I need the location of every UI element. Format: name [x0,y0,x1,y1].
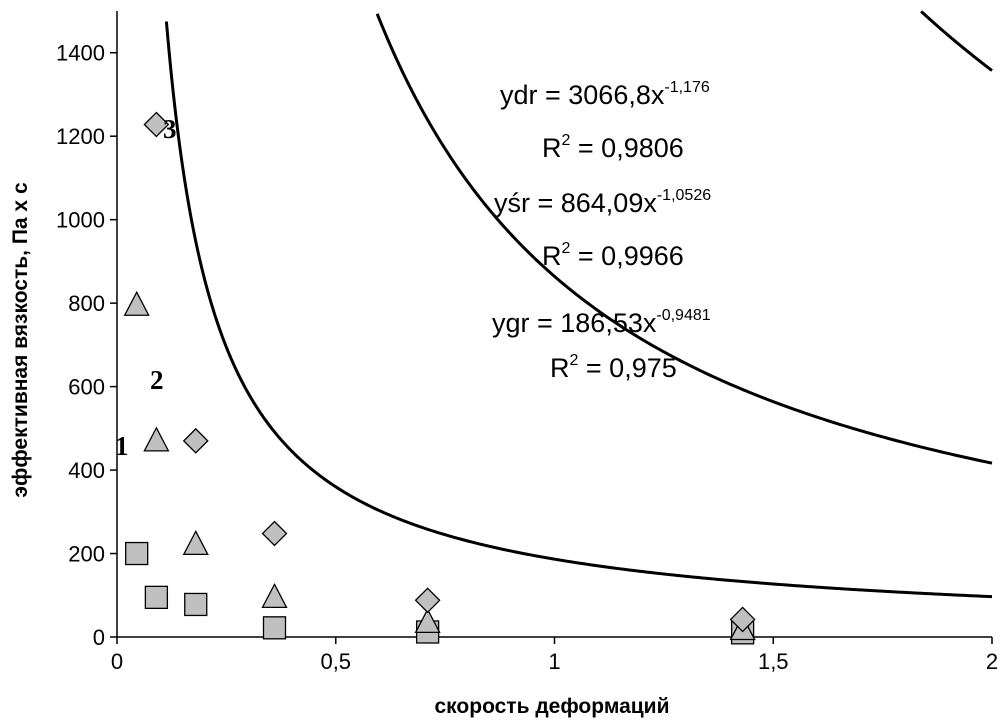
equation-ydr-exponent: -1,176 [664,79,709,96]
triangle-marker [143,426,170,452]
x-tick-label: 2 [986,649,998,674]
r2-ydr-base: R [542,133,562,163]
x-tick-label: 1,5 [758,649,789,674]
r2-ydr-exponent: 2 [562,132,571,149]
x-axis-title: скорость деформаций [435,695,670,718]
fit-curve-3 [920,10,993,72]
r2-ysr-value: = 0,9966 [570,241,683,271]
fit-curve-1 [164,21,993,599]
equation-ygr-base: ygr = 186,53x [492,308,657,338]
r2-ygr-value: = 0,975 [578,353,676,383]
y-tick-label: 200 [68,542,105,567]
axes: 0 200 400 600 800 1000 1200 1400 0 0,5 1 1,5 2 [56,11,998,674]
curve-labels: 1 2 3 [115,114,177,461]
equation-ysr-base: yśr = 864,09x [494,188,657,218]
fit-curves [164,10,993,599]
diamond-marker [414,587,441,614]
triangle-marker [414,607,441,634]
diamond-marker [143,111,170,138]
x-tick-label: 0 [111,649,123,674]
curve-label-2: 2 [150,365,164,395]
triangle-marker [182,529,209,556]
data-markers [123,111,756,645]
y-tick-label: 1000 [56,208,105,233]
equation-ysr: yśr = 864,09x-1,0526 [494,187,711,218]
x-tick-label: 0,5 [320,649,351,674]
r2-ydr-value: = 0,9806 [570,133,683,163]
r2-ygr-base: R [550,353,570,383]
curve-label-3: 3 [163,114,177,144]
y-tick-label: 1200 [56,124,105,149]
equation-ydr-base: ydr = 3066,8x [500,80,665,110]
y-tick-label: 0 [93,625,105,650]
r2-ygr-exponent: 2 [570,352,579,369]
x-tick-label: 1 [548,649,560,674]
equation-ygr: ygr = 186,53x-0,9481 [492,307,711,338]
y-tick-label: 400 [68,458,105,483]
y-axis-title: эффективная вязкость, Па х с [9,182,32,498]
equations: ydr = 3066,8x-1,176 R2 = 0,9806 yśr = 86… [492,79,711,383]
r2-ysr-exponent: 2 [562,240,571,257]
y-tick-label: 800 [68,291,105,316]
diamond-marker [729,606,756,633]
triangle-marker [123,290,150,316]
r2-ydr: R2 = 0,9806 [542,132,684,163]
triangle-marker [261,582,288,609]
curve-label-1: 1 [115,431,129,461]
y-tick-label: 1400 [56,41,105,66]
r2-ysr-base: R [542,241,562,271]
diamond-marker [182,427,209,454]
y-tick-label: 600 [68,375,105,400]
square-marker [184,592,208,617]
r2-ysr: R2 = 0,9966 [542,240,684,271]
square-marker [262,616,287,640]
diamond-marker [261,520,288,547]
equation-ysr-exponent: -1,0526 [657,187,711,204]
square-marker [125,541,149,566]
fit-curve-2 [375,13,993,465]
equation-ygr-exponent: -0,9481 [656,307,710,324]
r2-ygr: R2 = 0,975 [550,352,677,383]
equation-ydr: ydr = 3066,8x-1,176 [500,79,710,110]
square-marker [144,585,169,610]
